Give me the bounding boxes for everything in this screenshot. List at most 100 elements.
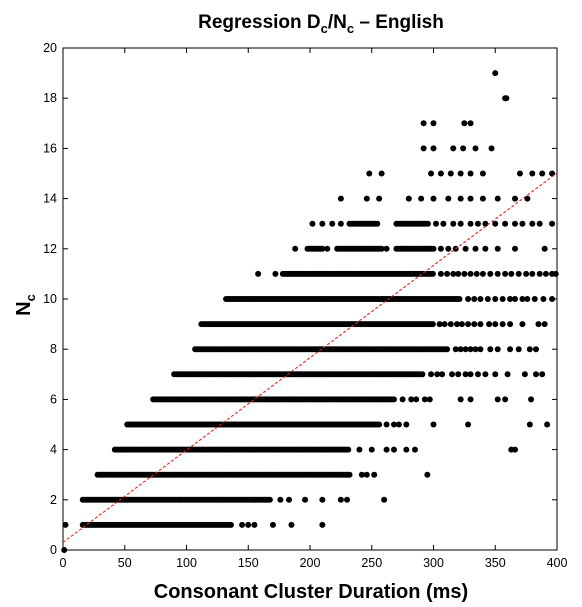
data-point xyxy=(539,371,546,378)
y-tick-label: 10 xyxy=(43,292,57,306)
data-point xyxy=(452,346,459,353)
data-point xyxy=(549,170,556,177)
data-point xyxy=(492,220,499,227)
data-point xyxy=(516,170,523,177)
plot-area: 0 50 100 150 200 250 300 350 400 0 2 4 6 8 10 12 14 16 18 2… xyxy=(43,41,567,570)
data-point xyxy=(519,220,526,227)
data-point xyxy=(269,521,276,528)
data-point xyxy=(449,371,456,378)
data-point xyxy=(467,120,474,127)
data-point xyxy=(482,245,489,252)
chart-title: Regression Dc/Nc – English xyxy=(198,12,444,36)
data-point xyxy=(467,170,474,177)
data-point xyxy=(477,346,484,353)
data-point xyxy=(494,346,501,353)
data-point xyxy=(552,270,559,277)
data-point xyxy=(473,270,480,277)
data-point xyxy=(383,245,390,252)
data-point xyxy=(345,446,352,453)
data-point xyxy=(430,421,437,428)
data-point xyxy=(479,170,486,177)
data-point xyxy=(507,346,514,353)
data-point xyxy=(444,270,451,277)
data-point xyxy=(467,346,474,353)
data-point xyxy=(437,170,444,177)
data-point xyxy=(453,321,460,328)
data-point xyxy=(424,471,431,478)
data-point xyxy=(399,396,406,403)
data-point xyxy=(227,521,234,528)
data-point xyxy=(378,170,385,177)
data-point xyxy=(540,296,547,302)
data-point xyxy=(420,120,427,127)
data-point xyxy=(541,321,548,328)
data-point xyxy=(502,396,509,403)
data-point xyxy=(477,296,484,302)
data-point xyxy=(519,296,526,302)
data-point xyxy=(456,296,463,302)
data-point xyxy=(549,220,556,227)
data-point xyxy=(461,270,468,277)
data-point xyxy=(447,170,454,177)
data-point xyxy=(472,346,479,353)
data-point xyxy=(429,270,436,277)
data-point xyxy=(494,270,501,277)
data-point xyxy=(529,270,536,277)
data-point xyxy=(512,220,519,227)
data-point xyxy=(487,346,494,353)
data-point xyxy=(512,195,519,202)
data-point xyxy=(272,270,279,277)
data-point xyxy=(356,446,363,453)
data-point xyxy=(502,270,509,277)
data-point xyxy=(528,396,535,403)
data-point xyxy=(482,371,489,378)
data-point xyxy=(430,245,437,252)
data-point xyxy=(461,120,468,127)
data-point xyxy=(494,245,501,252)
data-point xyxy=(413,396,420,403)
data-point xyxy=(239,521,246,528)
data-point xyxy=(302,496,309,503)
data-point xyxy=(531,296,538,302)
data-point xyxy=(524,296,531,302)
data-point xyxy=(266,496,273,503)
data-point xyxy=(467,220,474,227)
data-point xyxy=(541,245,548,252)
data-point xyxy=(499,296,506,302)
data-point xyxy=(337,496,344,503)
data-point xyxy=(245,521,252,528)
y-tick-label: 16 xyxy=(43,141,57,155)
y-tick-label: 0 xyxy=(50,543,57,557)
data-point xyxy=(523,270,530,277)
data-point xyxy=(455,270,462,277)
data-point xyxy=(390,421,397,428)
data-point xyxy=(471,321,478,328)
data-point xyxy=(430,145,437,152)
data-point xyxy=(405,195,412,202)
data-point xyxy=(358,471,365,478)
data-point xyxy=(383,446,390,453)
data-point xyxy=(529,220,536,227)
data-point xyxy=(390,396,397,403)
data-point xyxy=(494,195,501,202)
y-axis-label: Nc xyxy=(13,294,38,316)
data-point xyxy=(378,245,385,252)
data-point xyxy=(492,321,499,328)
x-tick-label: 350 xyxy=(485,556,506,570)
data-point xyxy=(533,371,540,378)
x-tick-label: 50 xyxy=(118,556,132,570)
data-point xyxy=(512,245,519,252)
data-point xyxy=(535,321,542,328)
data-point xyxy=(437,270,444,277)
data-point xyxy=(457,346,464,353)
data-point xyxy=(488,145,495,152)
x-tick-label: 400 xyxy=(547,556,568,570)
data-point xyxy=(376,195,383,202)
data-point xyxy=(484,296,491,302)
data-point xyxy=(430,195,437,202)
y-tick-label: 14 xyxy=(43,192,57,206)
data-point xyxy=(515,346,522,353)
data-point xyxy=(542,270,549,277)
x-tick-label: 250 xyxy=(361,556,382,570)
